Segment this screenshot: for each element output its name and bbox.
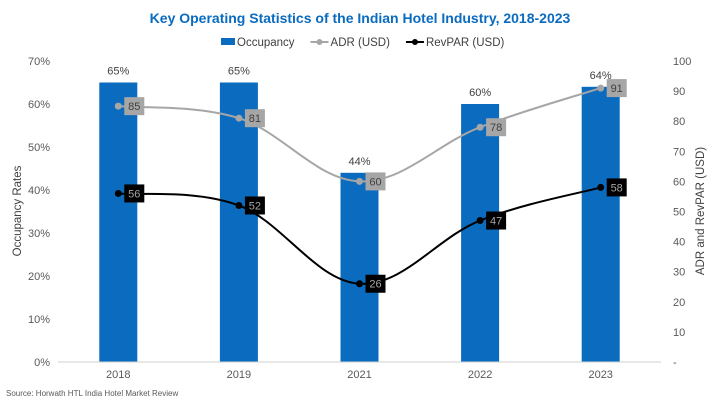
x-tick-label: 2023 — [588, 369, 612, 381]
adr-data-label: 78 — [490, 122, 502, 134]
occupancy-bar — [340, 172, 379, 362]
legend-revpar-label: RevPAR (USD) — [426, 37, 505, 49]
adr-marker — [597, 84, 605, 92]
adr-marker — [356, 177, 363, 185]
legend-occupancy-label: Occupancy — [237, 37, 295, 49]
x-tick-label: 2019 — [227, 369, 251, 381]
right-tick-label: - — [673, 357, 677, 369]
adr-marker — [114, 102, 122, 110]
legend-revpar-marker — [411, 39, 418, 45]
left-tick-label: 60% — [28, 99, 50, 111]
lines: 85 81 60 78 91 56 52 26 47 58 — [114, 79, 627, 293]
x-tick-label: 2021 — [347, 369, 371, 381]
revpar-data-label: 56 — [128, 188, 140, 200]
revpar-data-label: 26 — [369, 279, 381, 291]
right-axis-title: ADR and RevPAR (USD) — [695, 147, 707, 275]
left-tick-label: 50% — [28, 142, 50, 154]
left-tick-label: 10% — [28, 314, 50, 326]
occupancy-data-label: 64% — [590, 70, 612, 82]
revpar-data-label-box — [244, 196, 265, 215]
adr-data-label-box — [486, 118, 507, 137]
adr-marker — [235, 114, 243, 122]
revpar-marker — [476, 217, 484, 225]
revpar-data-label: 47 — [490, 216, 502, 228]
left-tick-label: 40% — [28, 185, 50, 197]
right-tick-label: 80 — [673, 116, 685, 128]
adr-data-label: 85 — [128, 101, 140, 113]
x-tick-label: 2022 — [468, 369, 492, 381]
revpar-data-label-box — [365, 274, 386, 293]
revpar-data-label: 52 — [249, 200, 261, 212]
legend-adr-label: ADR (USD) — [331, 37, 391, 49]
adr-data-label-box — [244, 109, 265, 128]
adr-data-label-box — [606, 79, 627, 98]
legend-adr-marker — [316, 39, 323, 45]
left-tick-label: 30% — [28, 228, 50, 240]
occupancy-bar — [461, 104, 500, 362]
right-tick-label: 60 — [673, 176, 685, 188]
adr-data-label-box — [124, 97, 145, 116]
right-tick-label: 70 — [673, 146, 685, 158]
adr-data-label: 60 — [369, 176, 381, 188]
x-tick-label: 2018 — [106, 369, 130, 381]
right-tick-label: 30 — [673, 267, 685, 279]
occupancy-bar — [99, 82, 138, 362]
left-tick-label: 70% — [28, 56, 50, 68]
revpar-data-label-box — [124, 184, 145, 203]
occupancy-data-label: 44% — [348, 156, 370, 168]
revpar-marker — [356, 280, 363, 288]
left-tick-label: 20% — [28, 271, 50, 283]
right-tick-label: 20 — [673, 297, 685, 309]
right-tick-label: 40 — [673, 237, 685, 249]
left-axis-title: Occupancy Rates — [12, 165, 24, 256]
revpar-data-label-box — [486, 211, 507, 230]
x-axis: 2018 2019 2021 2022 2023 — [106, 369, 613, 381]
revpar-marker — [114, 189, 122, 197]
adr-data-label: 81 — [249, 113, 261, 125]
occupancy-bar — [219, 82, 258, 362]
left-tick-label: 0% — [34, 357, 50, 369]
revpar-marker — [597, 183, 605, 191]
adr-marker — [476, 123, 484, 131]
chart-title: Key Operating Statistics of the Indian H… — [150, 10, 571, 26]
source-note: Source: Horwath HTL India Hotel Market R… — [6, 389, 178, 398]
revpar-data-label-box — [606, 178, 627, 197]
occupancy-data-label: 60% — [469, 87, 491, 99]
adr-data-label-box — [365, 172, 386, 191]
bars: 65% 65% 44% 60% 64% — [99, 66, 620, 363]
revpar-data-label: 58 — [611, 182, 623, 194]
right-axis: - 10 20 30 40 50 60 70 80 90 100 — [673, 56, 691, 369]
revpar-marker — [235, 201, 243, 209]
adr-data-label: 91 — [611, 83, 623, 95]
right-tick-label: 90 — [673, 86, 685, 98]
legend: Occupancy ADR (USD) RevPAR (USD) — [221, 37, 505, 49]
right-tick-label: 100 — [673, 56, 691, 68]
legend-occupancy-swatch — [221, 38, 235, 45]
occupancy-data-label: 65% — [107, 66, 129, 78]
right-tick-label: 10 — [673, 327, 685, 339]
right-tick-label: 50 — [673, 207, 685, 219]
occupancy-data-label: 65% — [228, 66, 250, 78]
occupancy-bar — [581, 86, 620, 363]
left-axis: 0% 10% 20% 30% 40% 50% 60% 70% — [28, 56, 50, 369]
